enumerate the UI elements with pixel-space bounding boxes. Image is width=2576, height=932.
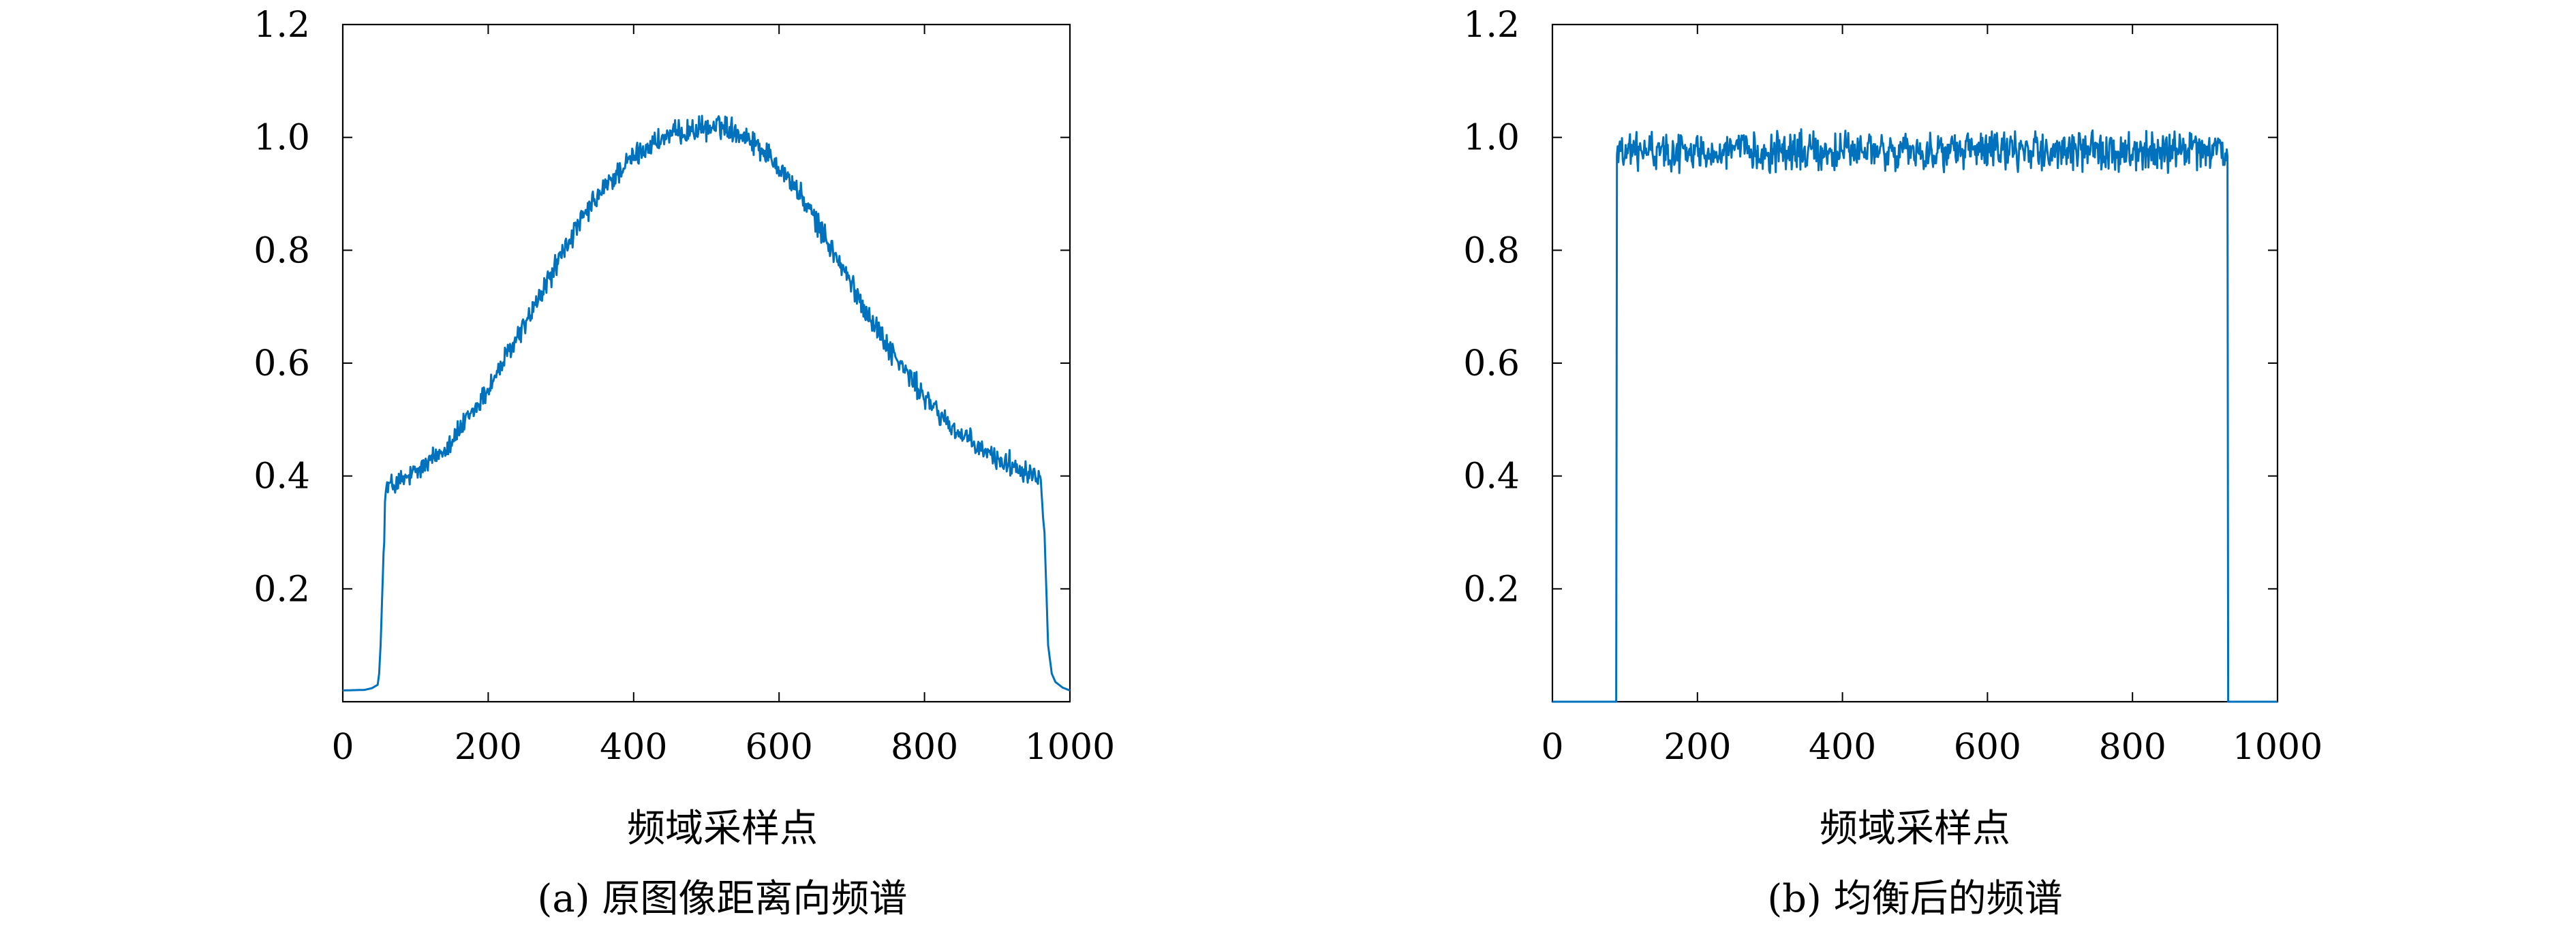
x-tick-label: 600 [1954, 727, 2021, 768]
y-tick-label: 0.4 [254, 456, 310, 497]
y-tick-label: 0.2 [254, 569, 310, 610]
panel-b: 0 200 400 600 800 1000 0.2 0.4 0.6 0.8 1.0 1.2 频域采样点… [1463, 5, 2322, 921]
y-tick-label: 0.8 [1463, 230, 1520, 271]
x-axis-label: 频域采样点 [627, 807, 818, 851]
x-tick-label: 400 [1809, 727, 1876, 768]
spectrum-line [342, 114, 1071, 692]
y-tick-label: 1.2 [254, 5, 310, 46]
x-tick-label: 600 [746, 727, 813, 768]
x-tick-label: 200 [455, 727, 522, 768]
panel-caption: (b) 均衡后的频谱 [1767, 877, 2062, 921]
x-tick-label: 200 [1663, 727, 1731, 768]
x-tick-label: 0 [1541, 727, 1563, 768]
y-tick-label: 0.4 [1463, 456, 1520, 497]
y-tick-label: 1.0 [1463, 118, 1520, 159]
x-tick-label: 400 [600, 727, 667, 768]
y-tick-label: 0.6 [1463, 343, 1520, 384]
x-tick-label: 1000 [1025, 727, 1115, 768]
panel-caption: (a) 原图像距离向频谱 [538, 877, 908, 921]
y-tick-label: 1.2 [1463, 5, 1520, 46]
y-tick-label: 0.2 [1463, 569, 1520, 610]
spectrum-line [1552, 128, 2278, 703]
panel-a: 0 200 400 600 800 1000 0.2 0.4 0.6 0.8 1.0 1.2 频域采样点… [254, 5, 1115, 921]
y-tick-label: 1.0 [254, 118, 310, 159]
x-tick-label: 0 [331, 727, 354, 768]
x-tick-label: 1000 [2233, 727, 2322, 768]
y-tick-label: 0.8 [254, 230, 310, 271]
x-tick-label: 800 [2099, 727, 2166, 768]
x-axis-label: 频域采样点 [1820, 807, 2010, 851]
y-tick-label: 0.6 [254, 343, 310, 384]
plot-area [1551, 23, 2279, 703]
x-tick-label: 800 [891, 727, 958, 768]
